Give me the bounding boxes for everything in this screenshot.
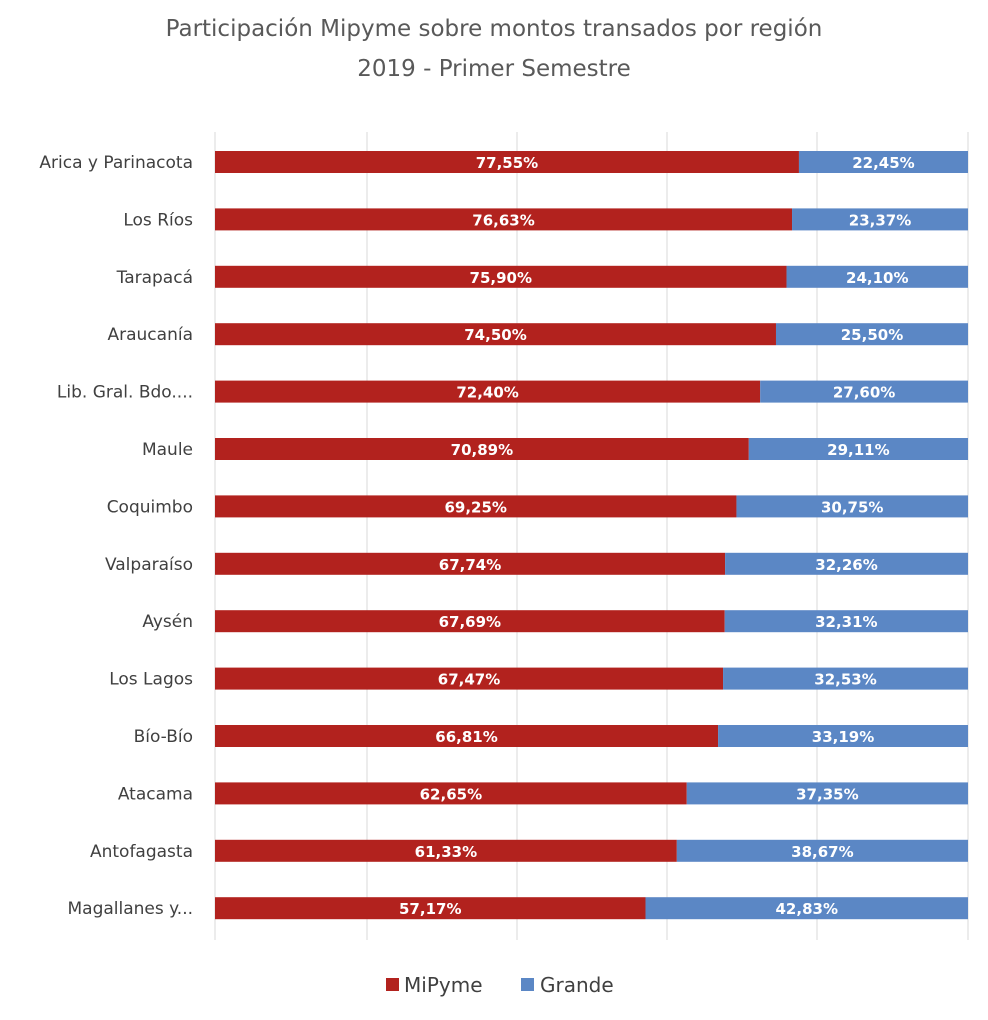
bar-mipyme [215,610,725,633]
data-label-grande: 27,60% [833,384,895,402]
category-label: Lib. Gral. Bdo.... [57,383,193,403]
bar-mipyme [215,380,761,403]
data-label-grande: 23,37% [849,211,911,229]
legend: MiPyme Grande [386,973,614,997]
category-label: Maule [142,440,193,460]
category-label: Atacama [118,784,193,804]
data-label-grande: 32,53% [814,671,876,689]
category-label: Tarapacá [116,268,193,288]
bar-mipyme [215,897,646,920]
data-label-mipyme: 74,50% [464,326,526,344]
bar-mipyme [215,323,776,346]
data-label-grande: 32,26% [815,556,877,574]
data-label-grande: 25,50% [841,326,903,344]
chart-subtitle: 2019 - Primer Semestre [357,56,631,82]
bar-mipyme [215,438,749,460]
chart-title: Participación Mipyme sobre montos transa… [166,16,823,42]
bar-mipyme [215,782,687,805]
bar-mipyme [215,839,677,862]
category-label: Los Ríos [123,210,193,230]
bar-mipyme [215,667,724,690]
category-label: Bío-Bío [134,727,193,747]
data-label-mipyme: 76,63% [472,211,534,229]
bar-grande [775,323,968,346]
data-labels: 77,55% 22,45% 76,63% 23,37% 75,90% 24,10% 74,5… [399,154,915,918]
bar-grande [792,208,968,231]
bar-grande [645,897,968,920]
bar-grande [748,438,968,460]
bar-mipyme [215,151,799,173]
data-label-mipyme: 77,55% [476,154,538,172]
category-axis-labels: Arica y Parinacota Los Ríos Tarapacá Arauca… [39,153,193,919]
data-label-mipyme: 62,65% [420,785,482,803]
data-label-mipyme: 70,89% [451,441,513,459]
bar-grande [786,265,968,288]
bars [215,151,968,920]
bar-grande [676,839,968,862]
legend-swatch-mipyme [386,978,399,991]
legend-label-grande: Grande [540,973,614,997]
category-label: Arica y Parinacota [39,153,193,173]
bar-grande [724,610,968,633]
bar-grande [725,552,968,575]
data-label-grande: 24,10% [846,269,908,287]
data-label-mipyme: 67,69% [439,613,501,631]
legend-label-mipyme: MiPyme [404,973,483,997]
data-label-grande: 42,83% [776,900,838,918]
data-label-grande: 30,75% [821,498,883,516]
data-label-grande: 32,31% [815,613,877,631]
category-label: Magallanes y... [68,899,194,919]
legend-swatch-grande [521,978,534,991]
bar-grande [736,495,968,518]
category-label: Aysén [142,612,193,632]
bar-mipyme [215,495,737,518]
data-label-mipyme: 69,25% [444,498,506,516]
data-label-grande: 33,19% [812,728,874,746]
data-label-mipyme: 57,17% [399,900,461,918]
gridlines [214,132,969,940]
bar-grande [718,725,968,747]
bar-grande [760,380,968,403]
data-label-grande: 22,45% [852,154,914,172]
data-label-mipyme: 66,81% [435,728,497,746]
bar-grande [723,667,968,690]
category-label: Valparaíso [105,555,193,575]
chart-title-group: Participación Mipyme sobre montos transa… [166,16,823,82]
data-label-mipyme: 61,33% [415,843,477,861]
category-label: Coquimbo [107,497,193,517]
data-label-mipyme: 75,90% [470,269,532,287]
data-label-mipyme: 67,74% [439,556,501,574]
category-label: Antofagasta [90,842,193,862]
data-label-mipyme: 67,47% [438,671,500,689]
data-label-grande: 29,11% [827,441,889,459]
bar-mipyme [215,725,719,747]
bar-grande [686,782,968,805]
bar-grande [798,151,968,173]
data-label-grande: 38,67% [791,843,853,861]
data-label-grande: 37,35% [796,785,858,803]
bar-mipyme [215,208,793,231]
bar-mipyme [215,265,787,288]
data-label-mipyme: 72,40% [456,384,518,402]
category-label: Los Lagos [109,670,193,690]
category-label: Araucanía [108,325,194,345]
bar-mipyme [215,552,726,575]
